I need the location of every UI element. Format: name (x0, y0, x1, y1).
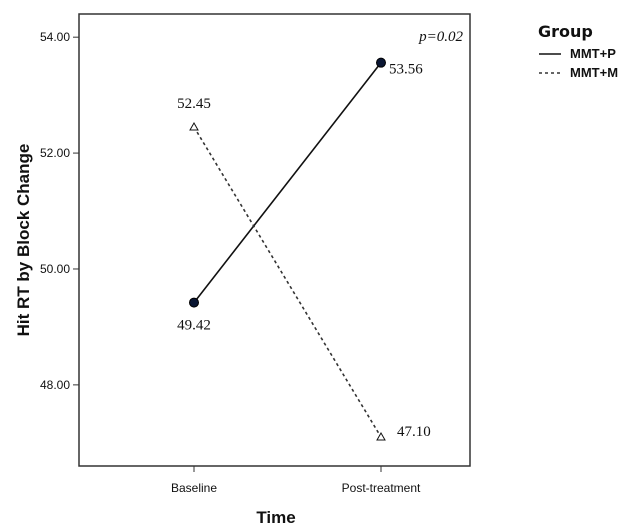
series-line-mmt-p (193, 62, 382, 304)
x-tick-label: Baseline (171, 481, 217, 495)
data-label-mmt-m: 52.45 (177, 96, 211, 112)
data-label-mmt-p: 49.42 (177, 318, 211, 334)
x-axis-title: Time (256, 508, 295, 527)
data-point-mmt-p (189, 297, 199, 308)
plot-area-frame (78, 13, 471, 467)
y-axis-title: Hit RT by Block Change (14, 144, 33, 337)
x-axis: Baseline Post-treatment (171, 466, 421, 495)
data-point-mmt-m (376, 432, 386, 441)
legend-label-mmt-p: MMT+P (570, 46, 616, 61)
legend-label-mmt-m: MMT+M (570, 65, 618, 80)
legend-title: Group (538, 22, 593, 41)
y-tick-label: 48.00 (40, 378, 70, 392)
legend: Group MMT+P MMT+M (538, 22, 618, 80)
p-value-annotation: p=0.02 (418, 29, 463, 45)
data-point-mmt-p (376, 57, 386, 68)
y-tick-label: 52.00 (40, 146, 70, 160)
data-label-mmt-p: 53.56 (389, 62, 423, 78)
y-tick-label: 50.00 (40, 262, 70, 276)
data-label-mmt-m: 47.10 (397, 424, 431, 440)
series-line-mmt-m (193, 126, 382, 438)
data-point-mmt-m (189, 121, 199, 131)
y-tick-label: 54.00 (40, 30, 70, 44)
series-layer: 49.42 53.56 52.45 47.10 (177, 57, 431, 441)
x-tick-label: Post-treatment (342, 481, 421, 495)
y-axis: 48.00 50.00 52.00 54.00 (40, 30, 79, 392)
